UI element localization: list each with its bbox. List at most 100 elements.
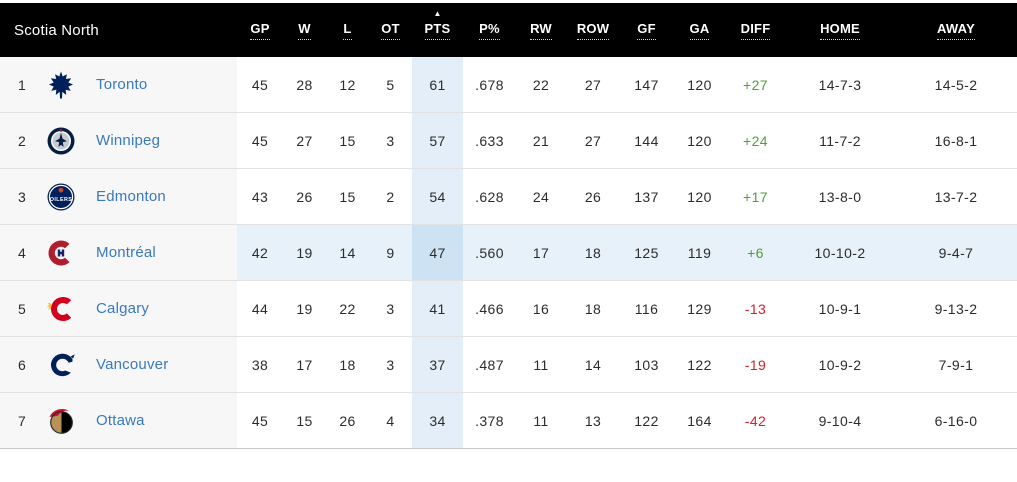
- rank: 2: [18, 132, 27, 149]
- home-value: 13-8-0: [785, 168, 895, 225]
- team-link[interactable]: Calgary: [96, 300, 150, 317]
- team-cell-inner: 5 Calgary: [0, 294, 237, 324]
- row-value: 18: [566, 224, 620, 281]
- col-home[interactable]: HOME: [785, 3, 895, 57]
- col-gp-label: GP: [250, 21, 270, 40]
- l-value: 15: [326, 168, 369, 225]
- w-value: 15: [283, 392, 326, 449]
- home-value: 14-7-3: [785, 57, 895, 113]
- diff-value: -42: [726, 392, 785, 449]
- pts-value: 47: [412, 224, 463, 281]
- w-value: 17: [283, 336, 326, 393]
- col-p-pct-label: P%: [479, 21, 500, 40]
- pts-value: 54: [412, 168, 463, 225]
- team-cell: 1 Toronto: [0, 57, 237, 113]
- w-value: 26: [283, 168, 326, 225]
- gp-value: 45: [237, 57, 283, 113]
- ga-value: 120: [673, 168, 726, 225]
- col-p-pct[interactable]: P%: [463, 3, 516, 57]
- p-pct-value: .678: [463, 57, 516, 113]
- header-row: Scotia North GP W L OT ▲ PTS P% RW ROW GF…: [0, 3, 1017, 57]
- ot-value: 2: [369, 168, 412, 225]
- w-value: 19: [283, 224, 326, 281]
- col-pts[interactable]: ▲ PTS: [412, 3, 463, 57]
- rank: 1: [18, 76, 27, 93]
- col-diff[interactable]: DIFF: [726, 3, 785, 57]
- team-cell-inner: 7 Ottawa: [0, 406, 237, 436]
- gf-value: 147: [620, 57, 673, 113]
- gf-value: 103: [620, 336, 673, 393]
- home-value: 10-9-2: [785, 336, 895, 393]
- rw-value: 22: [516, 57, 566, 113]
- ga-value: 122: [673, 336, 726, 393]
- table-row: 1 Toronto 45 28 12 5 61 .678 22 27 147 1…: [0, 57, 1017, 113]
- pts-value: 61: [412, 57, 463, 113]
- team-link[interactable]: Vancouver: [96, 356, 169, 373]
- team-link[interactable]: Winnipeg: [96, 132, 161, 149]
- rw-value: 24: [516, 168, 566, 225]
- team-cell-inner: 2 Winnipeg: [0, 126, 237, 156]
- home-value: 11-7-2: [785, 112, 895, 169]
- pts-value: 57: [412, 112, 463, 169]
- team-cell: 7 Ottawa: [0, 392, 237, 449]
- w-value: 27: [283, 112, 326, 169]
- team-link[interactable]: Edmonton: [96, 188, 166, 205]
- gp-value: 45: [237, 112, 283, 169]
- toronto-maple-leafs-logo: [46, 70, 76, 100]
- table-row: 2 Winnipeg 45 27 15 3 57 .633 21 27 144 …: [0, 112, 1017, 169]
- rw-value: 17: [516, 224, 566, 281]
- gf-value: 125: [620, 224, 673, 281]
- division-title: Scotia North: [0, 3, 237, 57]
- home-value: 10-9-1: [785, 280, 895, 337]
- col-row[interactable]: ROW: [566, 3, 620, 57]
- diff-value: -13: [726, 280, 785, 337]
- col-ga[interactable]: GA: [673, 3, 726, 57]
- ga-value: 164: [673, 392, 726, 449]
- table-row: 3 OILERS Edmonton 43 26 15 2 54 .628 24 …: [0, 168, 1017, 225]
- standings-body: 1 Toronto 45 28 12 5 61 .678 22 27 147 1…: [0, 57, 1017, 449]
- col-gf[interactable]: GF: [620, 3, 673, 57]
- col-ot[interactable]: OT: [369, 3, 412, 57]
- col-w[interactable]: W: [283, 3, 326, 57]
- away-value: 9-4-7: [895, 224, 1017, 281]
- rw-value: 11: [516, 392, 566, 449]
- standings-table: Scotia North GP W L OT ▲ PTS P% RW ROW GF…: [0, 3, 1017, 449]
- rank: 7: [18, 412, 27, 429]
- row-value: 27: [566, 112, 620, 169]
- col-away[interactable]: AWAY: [895, 3, 1017, 57]
- montreal-canadiens-logo: [46, 238, 76, 268]
- col-gp[interactable]: GP: [237, 3, 283, 57]
- rank: 4: [18, 244, 27, 261]
- gp-value: 42: [237, 224, 283, 281]
- away-value: 14-5-2: [895, 57, 1017, 113]
- table-row: 6 Vancouver 38 17 18 3 37 .487 11 14 103…: [0, 336, 1017, 393]
- rw-value: 16: [516, 280, 566, 337]
- team-link[interactable]: Toronto: [96, 76, 148, 93]
- vancouver-canucks-logo: [46, 350, 76, 380]
- diff-value: -19: [726, 336, 785, 393]
- p-pct-value: .560: [463, 224, 516, 281]
- rank: 3: [18, 188, 27, 205]
- l-value: 18: [326, 336, 369, 393]
- away-value: 7-9-1: [895, 336, 1017, 393]
- pts-value: 37: [412, 336, 463, 393]
- team-link[interactable]: Ottawa: [96, 412, 145, 429]
- away-value: 13-7-2: [895, 168, 1017, 225]
- diff-value: +24: [726, 112, 785, 169]
- l-value: 15: [326, 112, 369, 169]
- team-cell-inner: 4 Montréal: [0, 238, 237, 268]
- col-l[interactable]: L: [326, 3, 369, 57]
- p-pct-value: .628: [463, 168, 516, 225]
- team-cell-inner: 1 Toronto: [0, 70, 237, 100]
- row-value: 26: [566, 168, 620, 225]
- team-link[interactable]: Montréal: [96, 244, 156, 261]
- l-value: 22: [326, 280, 369, 337]
- col-rw[interactable]: RW: [516, 3, 566, 57]
- w-value: 19: [283, 280, 326, 337]
- sort-ascending-icon: ▲: [433, 9, 442, 18]
- team-cell: 2 Winnipeg: [0, 112, 237, 169]
- ga-value: 119: [673, 224, 726, 281]
- away-value: 6-16-0: [895, 392, 1017, 449]
- p-pct-value: .466: [463, 280, 516, 337]
- gf-value: 122: [620, 392, 673, 449]
